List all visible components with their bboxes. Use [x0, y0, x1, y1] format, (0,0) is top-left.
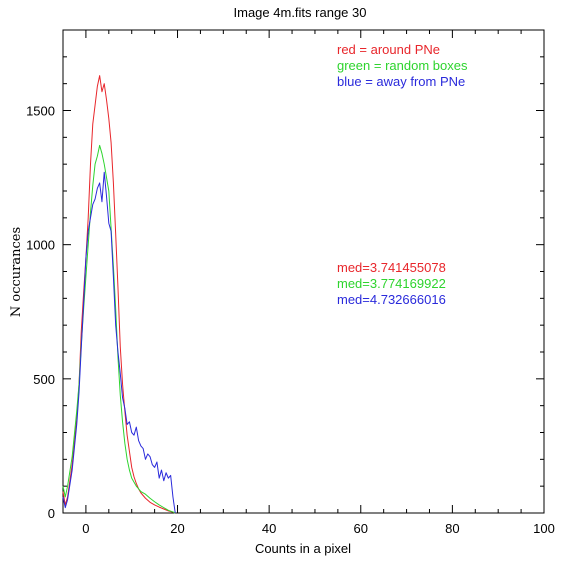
median-blue: med=4.732666016 [337, 292, 446, 307]
median-red: med=3.741455078 [337, 260, 446, 275]
x-tick-label: 0 [82, 521, 89, 536]
series-red-around-pne [62, 75, 176, 514]
y-axis-tick-labels: 0 500 1000 1500 [26, 104, 55, 522]
median-annotations: med=3.741455078 med=3.774169922 med=4.73… [337, 260, 446, 307]
x-tick-label: 100 [533, 521, 555, 536]
chart-title: Image 4m.fits range 30 [234, 5, 367, 20]
x-axis-ticks [62, 30, 545, 513]
median-green: med=3.774169922 [337, 276, 446, 291]
series-layer [62, 75, 176, 514]
legend: red = around PNe green = random boxes bl… [337, 42, 468, 89]
y-tick-label: 500 [33, 372, 55, 387]
plot-frame [62, 29, 545, 514]
x-tick-label: 80 [445, 521, 459, 536]
x-axis-label: Counts in a pixel [255, 541, 351, 556]
y-tick-label: 1500 [26, 104, 55, 119]
series-blue-away-from-pne [62, 171, 176, 514]
y-axis-label: N occurances [9, 227, 24, 317]
legend-entry-red: red = around PNe [337, 42, 440, 57]
y-tick-label: 1000 [26, 238, 55, 253]
x-tick-label: 20 [170, 521, 184, 536]
x-tick-label: 40 [262, 521, 276, 536]
x-axis-tick-labels: 0 20 40 60 80 100 [82, 521, 555, 536]
legend-entry-blue: blue = away from PNe [337, 74, 465, 89]
x-tick-label: 60 [354, 521, 368, 536]
legend-entry-green: green = random boxes [337, 58, 468, 73]
y-tick-label: 0 [48, 506, 55, 521]
y-axis-ticks [63, 29, 544, 514]
